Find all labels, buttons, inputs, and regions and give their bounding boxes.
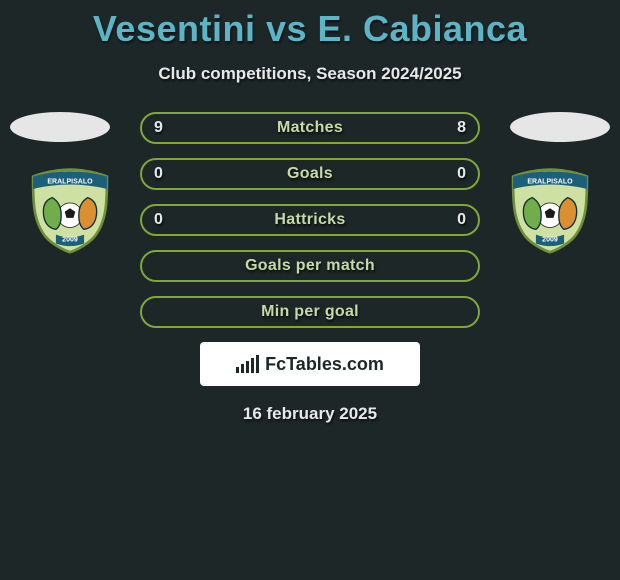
player-photo-right [510, 112, 610, 142]
stat-rows: 9 Matches 8 0 Goals 0 0 Hattricks 0 Goal… [140, 112, 480, 328]
stat-row-goals: 0 Goals 0 [140, 158, 480, 190]
brand-text: FcTables.com [265, 354, 384, 375]
stat-label: Min per goal [261, 303, 359, 321]
bar-2 [241, 364, 244, 373]
stat-label: Goals [287, 165, 333, 183]
stat-label: Hattricks [274, 211, 345, 229]
bar-chart-icon [236, 355, 259, 373]
stat-label: Matches [277, 119, 343, 137]
bar-1 [236, 367, 239, 373]
footer-date: 16 february 2025 [0, 404, 620, 424]
stat-right-value: 8 [457, 119, 466, 137]
stat-left-value: 0 [154, 211, 163, 229]
page-title: Vesentini vs E. Cabianca [0, 0, 620, 50]
player-photo-left [10, 112, 110, 142]
club-badge-right: ERALPISALO 2009 [506, 166, 594, 254]
svg-text:ERALPISALO: ERALPISALO [527, 179, 573, 186]
comparison-arena: ERALPISALO 2009 ERALPISALO [0, 112, 620, 328]
stat-row-matches: 9 Matches 8 [140, 112, 480, 144]
stat-right-value: 0 [457, 165, 466, 183]
brand-box: FcTables.com [200, 342, 420, 386]
stat-row-min-per-goal: Min per goal [140, 296, 480, 328]
club-year-text: 2009 [62, 237, 78, 244]
stat-right-value: 0 [457, 211, 466, 229]
svg-text:2009: 2009 [542, 237, 558, 244]
stat-label: Goals per match [245, 257, 375, 275]
page-subtitle: Club competitions, Season 2024/2025 [0, 64, 620, 84]
bar-3 [246, 361, 249, 373]
bar-5 [256, 355, 259, 373]
stat-row-goals-per-match: Goals per match [140, 250, 480, 282]
stat-row-hattricks: 0 Hattricks 0 [140, 204, 480, 236]
club-name-text: ERALPISALO [47, 179, 93, 186]
stat-left-value: 9 [154, 119, 163, 137]
club-badge-left: ERALPISALO 2009 [26, 166, 114, 254]
stat-left-value: 0 [154, 165, 163, 183]
bar-4 [251, 358, 254, 373]
